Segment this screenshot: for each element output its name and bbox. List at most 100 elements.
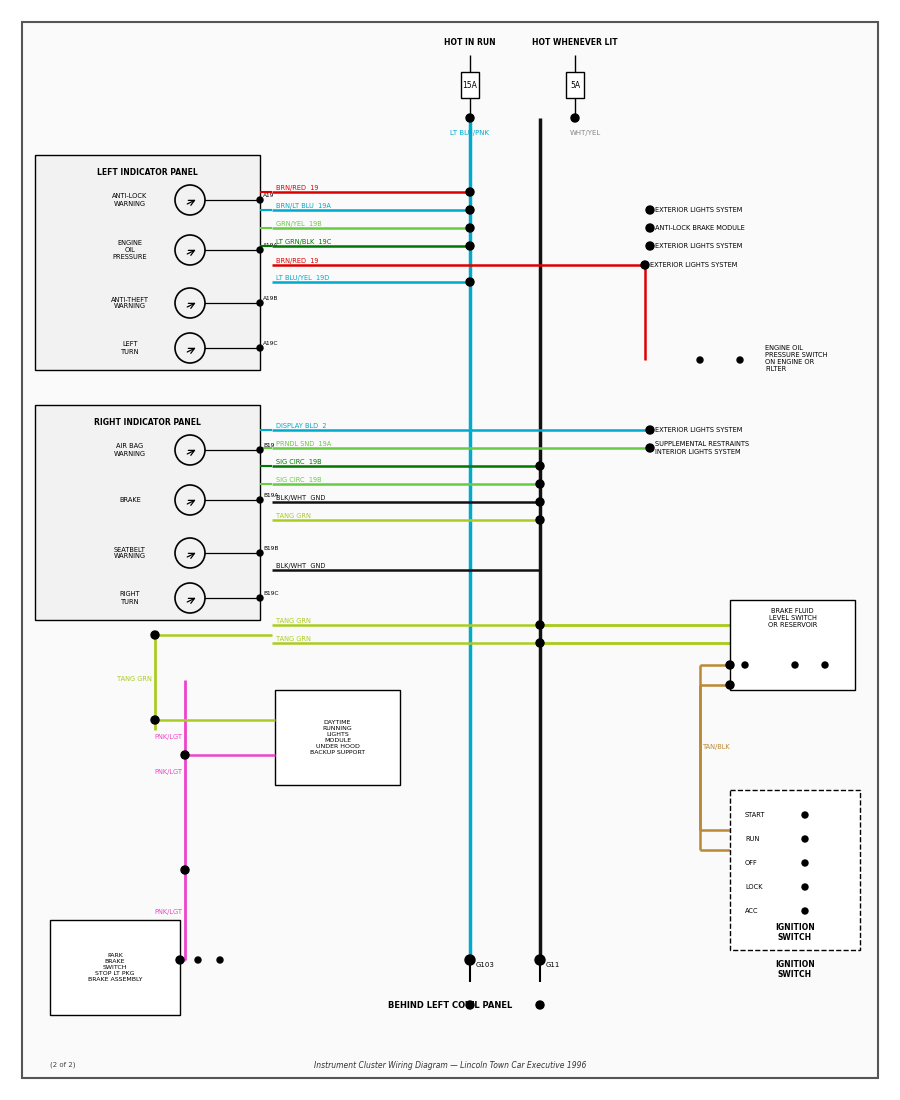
Text: GRN/YEL  19B: GRN/YEL 19B xyxy=(276,221,322,227)
Text: BRN/RED  19: BRN/RED 19 xyxy=(276,185,319,191)
Text: ANTI-LOCK
WARNING: ANTI-LOCK WARNING xyxy=(112,194,148,207)
Text: HOT IN RUN: HOT IN RUN xyxy=(445,39,496,47)
Circle shape xyxy=(792,662,798,668)
Text: BRN/LT BLU  19A: BRN/LT BLU 19A xyxy=(276,204,331,209)
Text: ANTI-LOCK BRAKE MODULE: ANTI-LOCK BRAKE MODULE xyxy=(655,226,745,231)
Bar xyxy=(566,72,584,98)
Circle shape xyxy=(257,197,263,204)
Circle shape xyxy=(536,639,544,647)
Text: IGNITION
SWITCH: IGNITION SWITCH xyxy=(775,923,814,942)
Circle shape xyxy=(466,114,474,122)
Circle shape xyxy=(466,206,474,214)
Text: RIGHT INDICATOR PANEL: RIGHT INDICATOR PANEL xyxy=(94,418,201,427)
Circle shape xyxy=(466,188,474,196)
Text: EXTERIOR LIGHTS SYSTEM: EXTERIOR LIGHTS SYSTEM xyxy=(655,207,742,213)
Circle shape xyxy=(257,447,263,453)
Text: PARK
BRAKE
SWITCH
STOP LT PKG
BRAKE ASSEMBLY: PARK BRAKE SWITCH STOP LT PKG BRAKE ASSE… xyxy=(88,954,142,981)
Circle shape xyxy=(646,242,654,250)
Circle shape xyxy=(151,631,159,639)
Circle shape xyxy=(641,261,649,270)
Text: PNK/LGT: PNK/LGT xyxy=(154,734,182,740)
Text: OFF: OFF xyxy=(745,860,758,866)
Text: LEFT INDICATOR PANEL: LEFT INDICATOR PANEL xyxy=(97,168,198,177)
Text: RUN: RUN xyxy=(745,836,760,842)
Text: ACC: ACC xyxy=(745,908,759,914)
Circle shape xyxy=(181,751,189,759)
Circle shape xyxy=(181,866,189,874)
Text: B19A: B19A xyxy=(263,493,278,498)
Circle shape xyxy=(536,1001,544,1009)
Text: (2 of 2): (2 of 2) xyxy=(50,1062,76,1068)
Text: RIGHT
TURN: RIGHT TURN xyxy=(120,592,140,605)
Text: A19A: A19A xyxy=(263,243,278,248)
Circle shape xyxy=(257,595,263,601)
Text: ANTI-THEFT
WARNING: ANTI-THEFT WARNING xyxy=(111,297,149,309)
Text: ENGINE OIL
PRESSURE SWITCH
ON ENGINE OR
FILTER: ENGINE OIL PRESSURE SWITCH ON ENGINE OR … xyxy=(765,345,827,372)
Circle shape xyxy=(726,681,734,689)
Circle shape xyxy=(822,662,828,668)
Text: TANG GRN: TANG GRN xyxy=(276,636,310,642)
Text: LOCK: LOCK xyxy=(745,884,762,890)
Bar xyxy=(730,600,855,690)
Text: BEHIND LEFT COWL PANEL: BEHIND LEFT COWL PANEL xyxy=(388,1001,512,1010)
Circle shape xyxy=(536,516,544,524)
Text: A19C: A19C xyxy=(263,341,278,346)
Circle shape xyxy=(802,860,808,866)
Text: TANG GRN: TANG GRN xyxy=(276,618,310,624)
Circle shape xyxy=(195,957,201,962)
Text: PNK/LGT: PNK/LGT xyxy=(154,769,182,776)
Text: A19: A19 xyxy=(263,192,274,198)
Text: BRAKE: BRAKE xyxy=(119,497,141,503)
Circle shape xyxy=(536,498,544,506)
Text: G11: G11 xyxy=(546,962,561,968)
Bar xyxy=(50,920,180,1015)
Bar xyxy=(35,155,260,370)
Circle shape xyxy=(646,426,654,434)
Circle shape xyxy=(466,278,474,286)
Circle shape xyxy=(466,1001,474,1009)
Text: SEATBELT
WARNING: SEATBELT WARNING xyxy=(114,547,146,560)
Circle shape xyxy=(257,300,263,306)
Bar xyxy=(275,690,400,785)
Circle shape xyxy=(466,242,474,250)
Text: BRN/RED  19: BRN/RED 19 xyxy=(276,258,319,264)
Circle shape xyxy=(176,956,184,964)
Text: HOT WHENEVER LIT: HOT WHENEVER LIT xyxy=(532,39,617,47)
Circle shape xyxy=(536,621,544,629)
Text: BLK/WHT  GND: BLK/WHT GND xyxy=(276,563,326,569)
Text: DAYTIME
RUNNING
LIGHTS
MODULE
UNDER HOOD
BACKUP SUPPORT: DAYTIME RUNNING LIGHTS MODULE UNDER HOOD… xyxy=(310,720,365,755)
Text: EXTERIOR LIGHTS SYSTEM: EXTERIOR LIGHTS SYSTEM xyxy=(650,262,737,268)
Circle shape xyxy=(742,662,748,668)
Bar xyxy=(461,72,479,98)
Circle shape xyxy=(571,114,579,122)
Circle shape xyxy=(257,497,263,503)
Bar xyxy=(35,405,260,620)
Text: G103: G103 xyxy=(476,962,495,968)
Circle shape xyxy=(802,908,808,914)
Text: AIR BAG
WARNING: AIR BAG WARNING xyxy=(114,443,146,456)
Circle shape xyxy=(257,345,263,351)
Circle shape xyxy=(802,884,808,890)
Circle shape xyxy=(465,955,475,965)
Circle shape xyxy=(737,358,743,363)
Text: WHT/YEL: WHT/YEL xyxy=(570,130,600,136)
Text: SUPPLEMENTAL RESTRAINTS
INTERIOR LIGHTS SYSTEM: SUPPLEMENTAL RESTRAINTS INTERIOR LIGHTS … xyxy=(655,441,749,454)
Circle shape xyxy=(536,480,544,488)
Text: Instrument Cluster Wiring Diagram — Lincoln Town Car Executive 1996: Instrument Cluster Wiring Diagram — Linc… xyxy=(314,1060,586,1069)
Circle shape xyxy=(466,224,474,232)
Text: B19: B19 xyxy=(263,443,274,448)
Text: BLK/WHT  GND: BLK/WHT GND xyxy=(276,495,326,500)
Circle shape xyxy=(257,550,263,556)
Text: EXTERIOR LIGHTS SYSTEM: EXTERIOR LIGHTS SYSTEM xyxy=(655,427,742,433)
Circle shape xyxy=(646,444,654,452)
Circle shape xyxy=(536,462,544,470)
Circle shape xyxy=(646,224,654,232)
Text: B19B: B19B xyxy=(263,546,278,551)
Text: LEFT
TURN: LEFT TURN xyxy=(121,341,140,354)
Circle shape xyxy=(802,812,808,818)
Circle shape xyxy=(151,716,159,724)
Text: START: START xyxy=(745,812,766,818)
Text: SIG CIRC  19B: SIG CIRC 19B xyxy=(276,477,321,483)
Circle shape xyxy=(802,836,808,842)
Circle shape xyxy=(646,206,654,214)
